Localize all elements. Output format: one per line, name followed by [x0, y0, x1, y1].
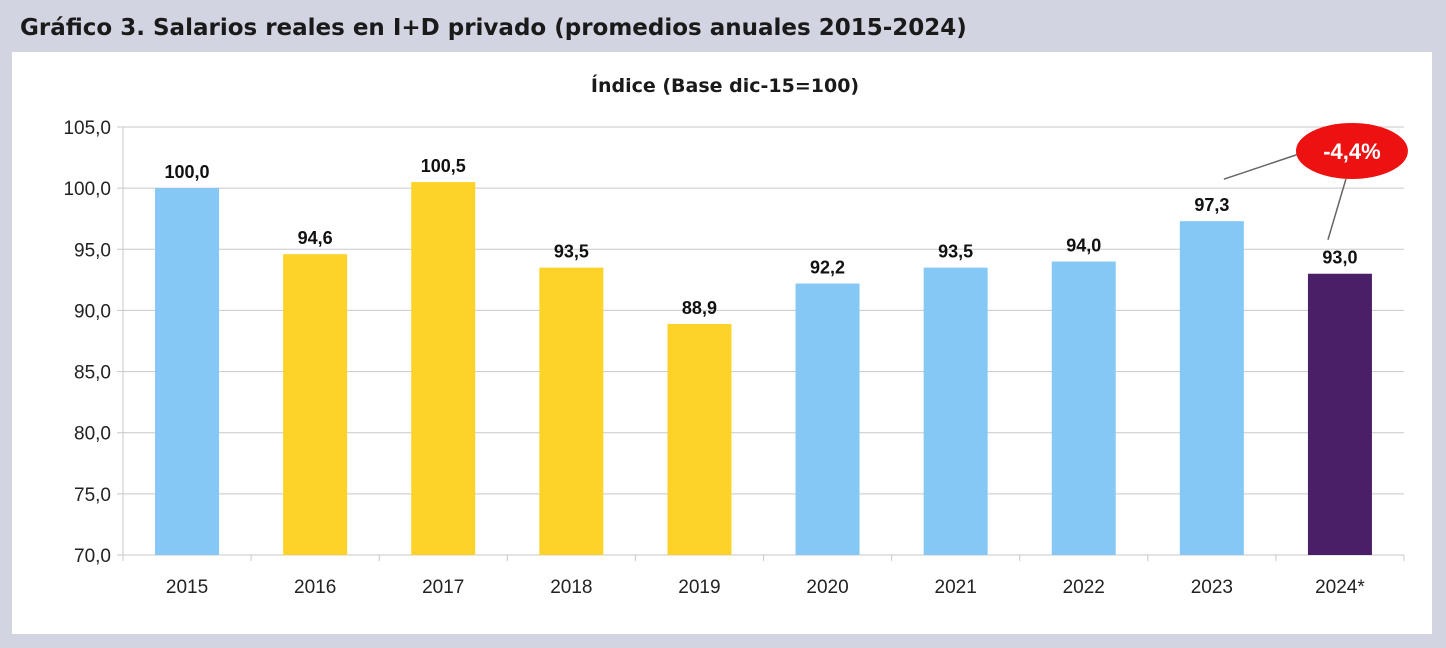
bars [155, 182, 1372, 556]
bar-2017 [411, 182, 476, 555]
y-tick-label: 100,0 [63, 179, 111, 200]
callout: -4,4% [1295, 123, 1408, 179]
data-label: 92,2 [810, 258, 845, 278]
data-labels: 100,0 94,6 100,5 93,5 88,9 92,2 93,5 94,0 97,3 93… [165, 156, 1358, 318]
chart-subtitle: Índice (Base dic-15=100) [591, 74, 859, 97]
data-label: 100,0 [165, 162, 210, 182]
data-label: 94,6 [298, 228, 333, 248]
callout-leader-line [1327, 178, 1347, 240]
x-tick-label: 2015 [166, 577, 208, 598]
y-tick-label: 75,0 [74, 485, 111, 506]
bar-2020 [795, 283, 860, 555]
bar-2023 [1179, 221, 1244, 555]
bar-2015 [155, 188, 220, 555]
callout-text: -4,4% [1323, 139, 1380, 164]
x-tick-label: 2018 [550, 577, 592, 598]
data-label: 97,3 [1194, 195, 1229, 215]
y-tick-label: 85,0 [74, 363, 111, 384]
callout-leader-line [1223, 152, 1303, 180]
data-label: 100,5 [421, 156, 466, 176]
x-tick-label: 2021 [935, 577, 977, 598]
x-tick-label: 2019 [678, 577, 720, 598]
data-label: 93,0 [1322, 248, 1357, 268]
x-tick-label: 2016 [294, 577, 336, 598]
bar-2022 [1051, 261, 1116, 555]
y-tick-label: 105,0 [63, 118, 111, 139]
bar-chart: Índice (Base dic-15=100) 100,0 94,6 100,5 9… [63, 74, 1408, 598]
chart-panel: Índice (Base dic-15=100) 100,0 94,6 100,5 9… [12, 52, 1432, 634]
x-tick-label: 2017 [422, 577, 464, 598]
x-tick-label: 2020 [806, 577, 848, 598]
data-label: 94,0 [1066, 236, 1101, 256]
callout-badge [1295, 123, 1408, 179]
bar-2018 [539, 267, 604, 555]
bar-2021 [923, 267, 988, 555]
y-axis-ticks: 70,0 75,0 80,0 85,0 90,0 95,0 100,0 105,0 [63, 118, 111, 567]
data-label: 88,9 [682, 298, 717, 318]
figure-title: Gráfico 3. Salarios reales en I+D privad… [20, 15, 967, 41]
y-tick-label: 90,0 [74, 301, 111, 322]
x-tick-label: 2023 [1191, 577, 1233, 598]
bar-2016 [283, 254, 348, 556]
x-tick-label: 2022 [1063, 577, 1105, 598]
y-tick-label: 80,0 [74, 424, 111, 445]
data-label: 93,5 [938, 242, 973, 262]
bar-2019 [667, 323, 732, 555]
callout-leader-lines [1223, 152, 1347, 240]
data-label: 93,5 [554, 242, 589, 262]
bar-2024 [1307, 273, 1372, 555]
y-tick-label: 95,0 [74, 240, 111, 261]
x-axis-ticks: 2015 2016 2017 2018 2019 2020 2021 2022 2023 2024… [166, 577, 1365, 598]
y-tick-label: 70,0 [74, 546, 111, 567]
x-tick-label: 2024* [1315, 577, 1365, 598]
